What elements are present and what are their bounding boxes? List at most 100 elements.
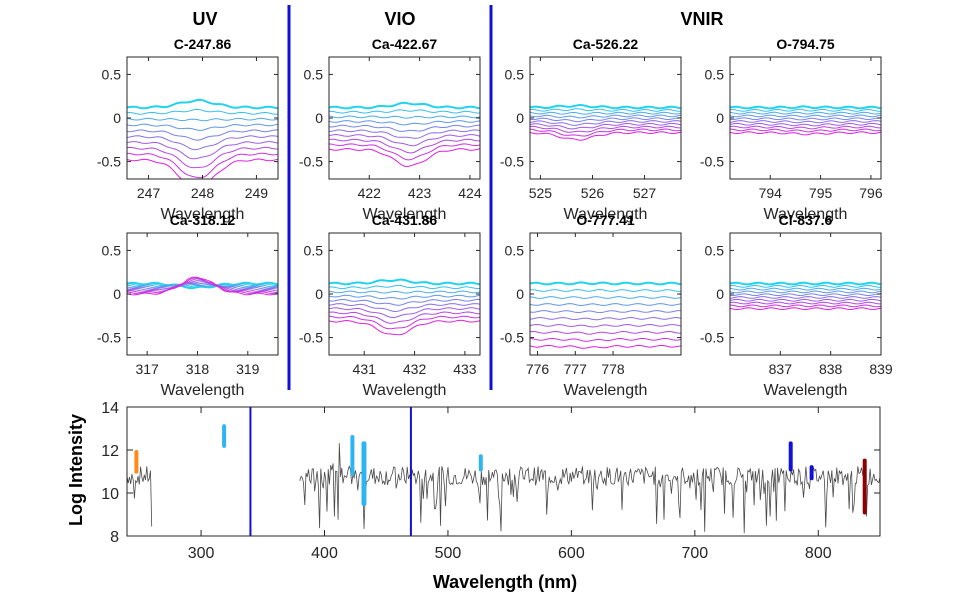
- panel-curves: [127, 98, 278, 179]
- curve-6: [127, 141, 278, 160]
- curve-6: [329, 307, 480, 318]
- panel-xlabel: Wavelength: [363, 206, 447, 223]
- curve-9: [530, 131, 681, 141]
- xtick-label: 423: [408, 185, 432, 201]
- ytick-label: 0: [315, 110, 323, 126]
- curve-9: [730, 307, 881, 311]
- xtick-label: 433: [453, 361, 477, 377]
- curve-7: [329, 138, 480, 154]
- xtick-label: 432: [403, 361, 427, 377]
- ytick-label: 0.5: [304, 242, 324, 258]
- curve-8: [530, 337, 681, 342]
- curve-2: [329, 115, 480, 119]
- small-panels: 0.5 0 -0.5 247 248 249 C-247.86 Wavelength 0.5 0 -…: [97, 36, 893, 399]
- panel-1: 0.5 0 -0.5 422 423 424 Ca-422.67 Wavelength: [299, 36, 482, 223]
- big-ytick-label: 12: [101, 443, 119, 460]
- panel-curves: [730, 281, 881, 311]
- xtick-label: 527: [633, 185, 657, 201]
- curve-2: [127, 117, 278, 122]
- curve-7: [127, 146, 278, 169]
- curve-5: [730, 296, 881, 299]
- highlight-ca-422-67: [350, 435, 355, 476]
- panel-axes: [529, 232, 682, 356]
- ytick-label: 0: [716, 110, 724, 126]
- panel-curves: [329, 278, 480, 336]
- panel-xlabel: Wavelength: [161, 382, 245, 399]
- panel-4: 0.5 0 -0.5 317 318 319 Ca-318.12 Wavelength: [97, 212, 279, 399]
- ytick-label: -0.5: [97, 330, 121, 346]
- xtick-label: 249: [245, 185, 269, 201]
- panel-xlabel: Wavelength: [764, 206, 848, 223]
- curve-4: [329, 298, 480, 306]
- curve-9: [127, 158, 278, 179]
- curve-2: [329, 290, 480, 294]
- big-xtick-label: 800: [805, 545, 832, 562]
- curve-0: [730, 105, 881, 110]
- big-xtick-label: 400: [311, 545, 338, 562]
- curve-2: [530, 296, 681, 299]
- curve-6: [530, 323, 681, 328]
- curve-4: [730, 293, 881, 297]
- curve-1: [329, 109, 480, 114]
- panel-xlabel: Wavelength: [363, 382, 447, 399]
- curve-5: [530, 316, 681, 321]
- spectrum-line: [127, 443, 880, 534]
- curve-5: [127, 135, 278, 151]
- xtick-label: 795: [809, 185, 833, 201]
- panel-7: 0.5 0 -0.5 837 838 839 Cl-837.6 Wavelength: [700, 212, 893, 399]
- ytick-label: 0: [516, 286, 524, 302]
- curve-0: [329, 278, 480, 286]
- ytick-label: 0.5: [505, 242, 525, 258]
- highlight-ca-318-12: [222, 424, 227, 448]
- curve-8: [329, 143, 480, 161]
- curve-5: [329, 303, 480, 313]
- curve-4: [127, 129, 278, 141]
- full-spectrum-chart: Log Intensity Wavelength (nm) 8 10 12 14 300…: [66, 400, 881, 592]
- ytick-label: -0.5: [700, 330, 724, 346]
- big-ytick-label: 10: [101, 486, 119, 503]
- big-xtick-label: 500: [435, 545, 462, 562]
- panel-title: Ca-431.86: [372, 212, 438, 228]
- big-xtick-label: 600: [558, 545, 585, 562]
- curve-9: [329, 147, 480, 168]
- region-label-vio: VIO: [384, 9, 415, 29]
- panel-title: Ca-526.22: [573, 36, 639, 52]
- curve-3: [730, 114, 881, 118]
- xtick-label: 777: [564, 361, 588, 377]
- curve-3: [530, 114, 681, 119]
- panel-curves: [329, 101, 480, 168]
- highlight-ca-431-86: [361, 441, 367, 506]
- highlight-c-247-86: [134, 450, 139, 474]
- big-xlabel: Wavelength (nm): [433, 572, 577, 592]
- ytick-label: 0: [113, 110, 121, 126]
- panel-xlabel: Wavelength: [564, 206, 648, 223]
- curve-0: [730, 281, 881, 286]
- highlight-cl-837-6: [862, 458, 867, 515]
- curve-1: [127, 108, 278, 115]
- curve-6: [329, 134, 480, 147]
- ytick-label: -0.5: [700, 154, 724, 170]
- curve-4: [329, 124, 480, 132]
- panel-curves: [730, 105, 881, 136]
- ytick-label: -0.5: [500, 154, 524, 170]
- curve-4: [127, 282, 278, 290]
- panel-3: 0.5 0 -0.5 794 795 796 O-794.75 Wavelength: [700, 36, 883, 223]
- xtick-label: 794: [759, 185, 783, 201]
- curve-9: [530, 344, 681, 349]
- curve-1: [730, 108, 881, 112]
- curve-0: [127, 98, 278, 110]
- panel-0: 0.5 0 -0.5 247 248 249 C-247.86 Wavelength: [97, 36, 279, 223]
- big-ytick-label: 8: [110, 529, 119, 546]
- ytick-label: 0: [113, 286, 121, 302]
- xtick-label: 317: [135, 361, 159, 377]
- curve-8: [329, 315, 480, 330]
- curve-4: [530, 117, 681, 123]
- panel-2: 0.5 0 -0.5 525 526 527 Ca-526.22 Wavelength: [500, 36, 682, 223]
- ytick-label: -0.5: [299, 154, 323, 170]
- curve-8: [530, 128, 681, 137]
- curve-2: [530, 111, 681, 115]
- curve-1: [329, 284, 480, 290]
- xtick-label: 422: [358, 185, 382, 201]
- xtick-label: 778: [601, 361, 625, 377]
- panel-xlabel: Wavelength: [161, 206, 245, 223]
